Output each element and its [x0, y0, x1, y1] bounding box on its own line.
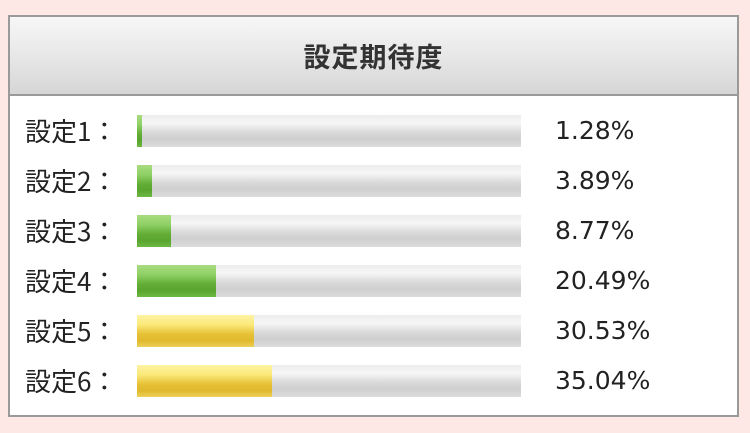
setting-expectation-panel: 設定期待度 設定1： 1.28% 設定2： 3.89% 設定3： 8.77% 設定4： 20.… — [8, 15, 739, 417]
probability-value: 20.49% — [555, 266, 651, 295]
panel-header: 設定期待度 — [10, 17, 737, 96]
probability-value: 35.04% — [555, 366, 651, 395]
probability-bar-fill — [137, 165, 152, 197]
probability-value: 1.28% — [555, 116, 635, 145]
setting-row: 設定3： 8.77% — [10, 212, 737, 249]
probability-bar-fill — [137, 365, 272, 397]
panel-title: 設定期待度 — [303, 36, 444, 75]
probability-bar-track — [137, 165, 521, 197]
setting-label: 設定1： — [25, 112, 118, 149]
probability-value: 3.89% — [555, 166, 635, 195]
probability-bar-track — [137, 315, 521, 347]
setting-label: 設定5： — [25, 312, 118, 349]
setting-row: 設定4： 20.49% — [10, 262, 737, 299]
setting-row: 設定5： 30.53% — [10, 312, 737, 349]
setting-label: 設定3： — [25, 212, 118, 249]
setting-row: 設定6： 35.04% — [10, 362, 737, 399]
setting-label: 設定4： — [25, 262, 118, 299]
setting-row: 設定1： 1.28% — [10, 112, 737, 149]
probability-bar-fill — [137, 265, 216, 297]
probability-value: 8.77% — [555, 216, 635, 245]
setting-row: 設定2： 3.89% — [10, 162, 737, 199]
setting-label: 設定6： — [25, 362, 118, 399]
probability-bar-fill — [137, 215, 171, 247]
probability-bar-track — [137, 265, 521, 297]
setting-label: 設定2： — [25, 162, 118, 199]
probability-bar-track — [137, 365, 521, 397]
probability-bar-fill — [137, 115, 142, 147]
probability-bar-track — [137, 215, 521, 247]
probability-bar-track — [137, 115, 521, 147]
probability-value: 30.53% — [555, 316, 651, 345]
probability-bar-fill — [137, 315, 255, 347]
